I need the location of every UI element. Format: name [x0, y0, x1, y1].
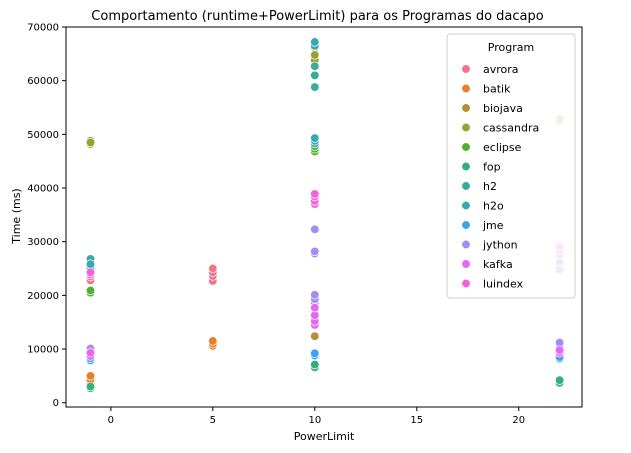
data-point [85, 267, 96, 277]
legend-entry: luindex [483, 278, 524, 291]
data-point [85, 137, 96, 148]
y-tick-label: 50000 [27, 130, 59, 141]
legend-entry: jme [482, 219, 504, 232]
x-tick-label: 20 [512, 415, 525, 426]
legend-entry: fop [483, 161, 501, 174]
data-point [85, 348, 96, 358]
legend-marker [461, 220, 471, 230]
y-tick-label: 40000 [27, 184, 59, 195]
data-point [310, 290, 320, 300]
data-point [310, 246, 320, 257]
data-point [310, 359, 320, 370]
data-point [85, 285, 96, 296]
legend-entry: kafka [483, 258, 513, 271]
legend-entry: batik [483, 83, 511, 96]
data-point [310, 348, 320, 358]
chart-title: Comportamento (runtime+PowerLimit) para … [91, 9, 543, 24]
data-point [554, 345, 565, 355]
legend-title: Program [488, 41, 534, 54]
x-tick-label: 10 [308, 415, 321, 426]
data-point [310, 37, 320, 47]
y-tick-label: 30000 [27, 237, 59, 248]
legend-marker [461, 142, 471, 152]
data-point [310, 133, 320, 143]
legend-entry: h2 [483, 180, 497, 193]
y-axis-label: Time (ms) [10, 188, 23, 244]
data-point [85, 371, 96, 381]
data-point [85, 381, 96, 392]
legend-entry: avrora [483, 63, 519, 76]
legend-marker [461, 200, 471, 211]
legend-marker [461, 83, 471, 94]
axes: 0 5 10 15 20 0 10000 20000 30000 40000 50000 60000 7… [27, 23, 525, 427]
data-point [310, 82, 320, 92]
axes-frame [65, 26, 583, 408]
legend-marker [461, 259, 471, 269]
legend-marker [461, 122, 471, 133]
x-tick-label: 0 [108, 415, 114, 426]
data-point [310, 224, 320, 234]
legend-marker [461, 181, 471, 191]
legend-marker [461, 103, 471, 113]
legend-marker [461, 64, 471, 74]
data-point [310, 61, 320, 71]
x-tick-label: 15 [410, 415, 423, 426]
legend-marker [461, 161, 471, 172]
legend-entry: h2o [483, 200, 504, 213]
data-point [310, 50, 320, 60]
legend-entry: cassandra [483, 122, 539, 135]
data-point [208, 336, 218, 346]
data-point [85, 259, 96, 269]
legend: Program avrora batik biojava cassandra e… [446, 33, 576, 299]
data-point [310, 303, 320, 313]
data-point [208, 263, 218, 274]
legend-marker [461, 278, 471, 289]
y-tick-label: 70000 [27, 23, 59, 34]
legend-entry: biojava [483, 102, 523, 115]
data-point [310, 189, 320, 199]
data-point [310, 331, 320, 341]
y-tick-label: 10000 [27, 345, 59, 356]
y-tick-label: 20000 [27, 291, 59, 302]
x-tick-label: 5 [210, 415, 216, 426]
data-point [310, 70, 320, 80]
y-tick-label: 60000 [27, 76, 59, 87]
legend-entry: jython [482, 239, 518, 252]
legend-entry: eclipse [483, 141, 522, 154]
x-axis-label: PowerLimit [294, 430, 355, 443]
data-point [554, 375, 565, 385]
legend-box [446, 33, 576, 299]
y-tick-label: 0 [53, 398, 59, 409]
legend-marker [461, 239, 471, 250]
